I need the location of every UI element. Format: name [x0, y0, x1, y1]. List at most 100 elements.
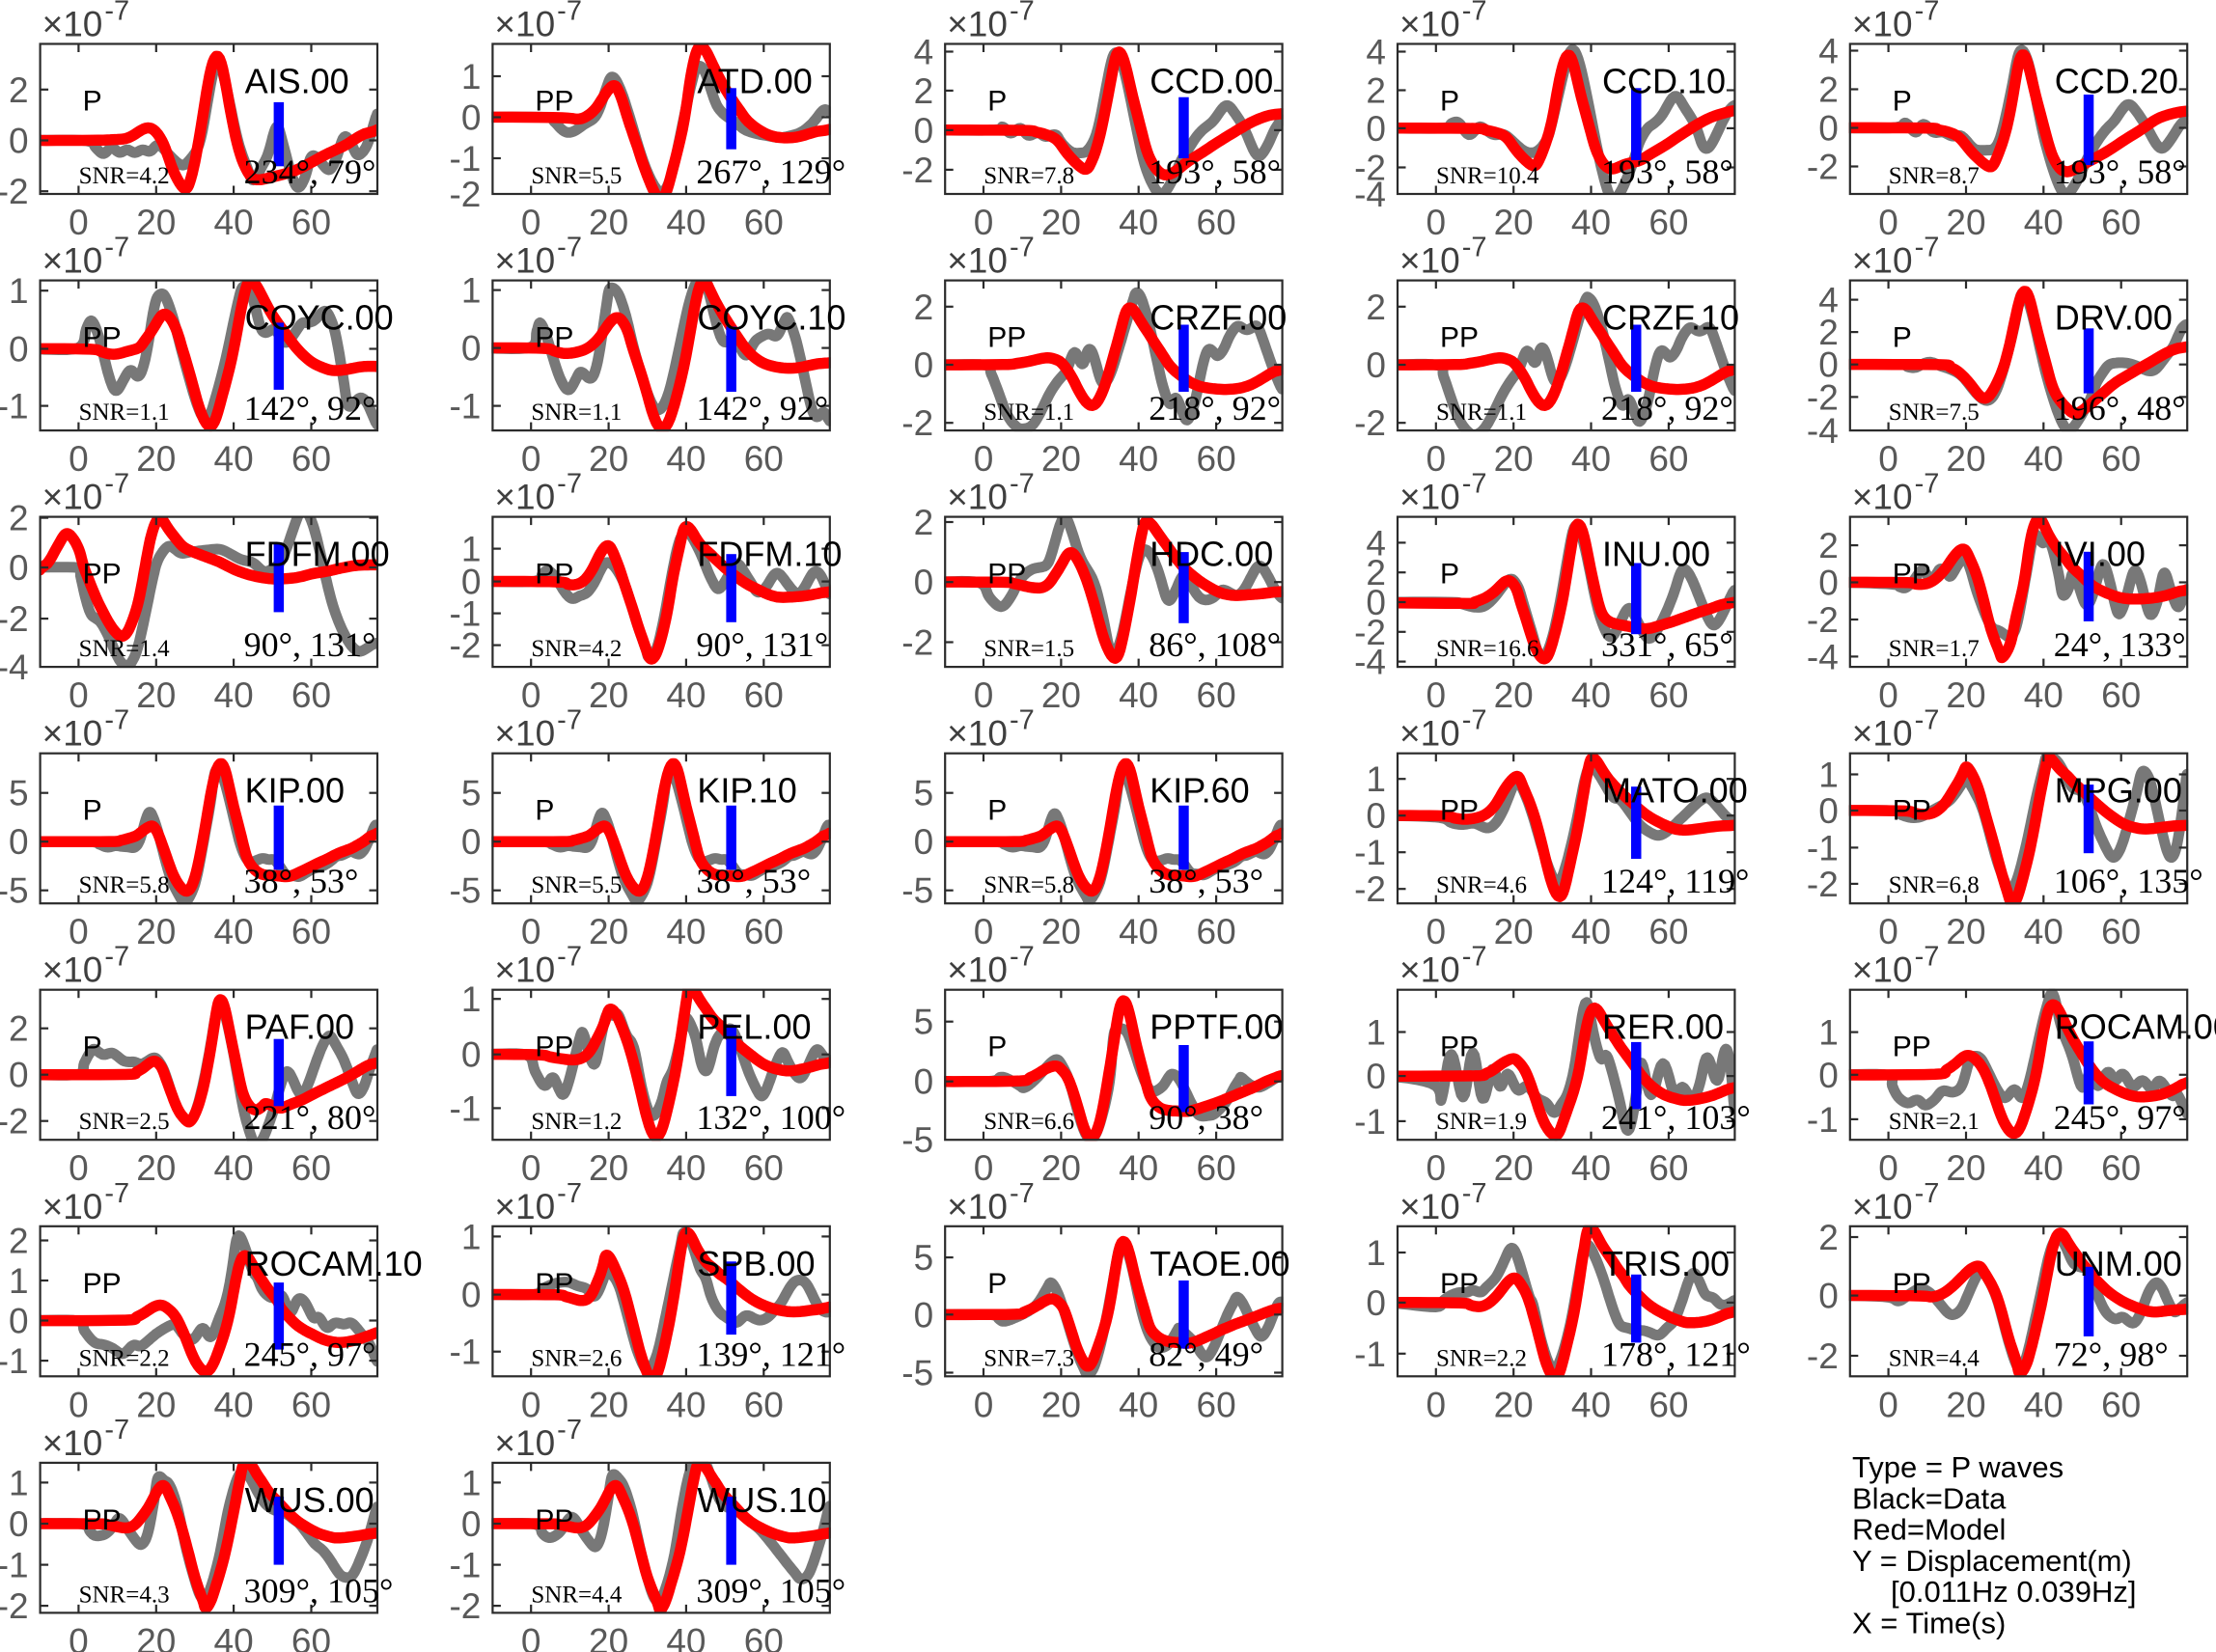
svg-text:0: 0: [521, 675, 541, 715]
svg-text:0: 0: [1878, 203, 1898, 242]
svg-text:60: 60: [291, 203, 331, 242]
svg-text:1: 1: [9, 271, 29, 311]
svg-text:5: 5: [461, 774, 482, 813]
svg-text:60: 60: [744, 912, 784, 951]
svg-text:0: 0: [461, 1504, 482, 1544]
svg-text:0: 0: [461, 1035, 482, 1075]
svg-text:60: 60: [291, 675, 331, 715]
svg-text:[0.011Hz 0.039Hz]: [0.011Hz 0.039Hz]: [1891, 1575, 2136, 1609]
svg-text:-5: -5: [449, 871, 481, 911]
svg-text:60: 60: [291, 439, 331, 479]
svg-text:PP: PP: [535, 559, 573, 591]
svg-text:2: 2: [9, 1222, 29, 1261]
svg-text:WUS.10: WUS.10: [697, 1480, 826, 1520]
svg-text:PP: PP: [83, 1504, 122, 1536]
svg-text:PP: PP: [535, 86, 573, 118]
svg-text:SNR=1.1: SNR=1.1: [531, 399, 622, 426]
svg-text:0: 0: [914, 1062, 934, 1102]
svg-text:CCD.00: CCD.00: [1150, 62, 1273, 101]
svg-text:0: 0: [1878, 439, 1898, 479]
svg-text:SPB.00: SPB.00: [697, 1244, 815, 1283]
svg-text:5: 5: [914, 1238, 934, 1278]
svg-text:SNR=6.6: SNR=6.6: [983, 1109, 1074, 1135]
svg-text:-2: -2: [0, 599, 29, 639]
svg-text:331°, 65°: 331°, 65°: [1601, 625, 1733, 664]
svg-text:4: 4: [1366, 523, 1386, 563]
svg-text:40: 40: [2024, 1148, 2064, 1188]
svg-text:SNR=1.2: SNR=1.2: [531, 1109, 622, 1135]
svg-text:0: 0: [9, 548, 29, 588]
svg-text:24°, 133°: 24°, 133°: [2054, 625, 2186, 664]
svg-text:-2: -2: [1807, 1336, 1839, 1376]
svg-text:-4: -4: [0, 647, 29, 687]
svg-text:P: P: [1893, 322, 1912, 354]
svg-text:WUS.00: WUS.00: [245, 1480, 374, 1520]
svg-text:Type = P waves: Type = P waves: [1852, 1450, 2064, 1484]
svg-text:PEL.00: PEL.00: [697, 1007, 811, 1047]
svg-text:-2: -2: [901, 623, 933, 663]
svg-text:-5: -5: [901, 1354, 933, 1393]
svg-text:40: 40: [214, 1621, 254, 1652]
svg-text:40: 40: [214, 203, 254, 242]
svg-text:PPTF.00: PPTF.00: [1150, 1007, 1283, 1047]
svg-text:139°, 121°: 139°, 121°: [696, 1335, 845, 1373]
svg-text:0: 0: [1427, 675, 1447, 715]
svg-text:SNR=1.1: SNR=1.1: [983, 399, 1074, 426]
svg-text:178°, 121°: 178°, 121°: [1601, 1335, 1751, 1373]
svg-text:40: 40: [2024, 439, 2064, 479]
svg-text:-2: -2: [1807, 377, 1839, 417]
svg-text:PP: PP: [1440, 322, 1479, 354]
svg-text:-2: -2: [449, 1586, 481, 1626]
svg-text:20: 20: [1041, 439, 1081, 479]
svg-text:0: 0: [1818, 564, 1839, 603]
svg-text:RER.00: RER.00: [1602, 1007, 1724, 1047]
svg-text:CCD.20: CCD.20: [2055, 62, 2178, 101]
svg-text:60: 60: [2101, 439, 2141, 479]
svg-text:60: 60: [291, 1385, 331, 1424]
svg-text:PP: PP: [83, 1268, 122, 1300]
svg-text:SNR=1.4: SNR=1.4: [79, 636, 170, 662]
svg-text:142°, 92°: 142°, 92°: [244, 389, 376, 427]
svg-text:KIP.00: KIP.00: [245, 771, 345, 811]
svg-text:20: 20: [136, 1385, 176, 1424]
svg-text:309°, 105°: 309°, 105°: [696, 1571, 845, 1610]
svg-text:Red=Model: Red=Model: [1852, 1513, 2006, 1547]
svg-text:-1: -1: [0, 1546, 29, 1585]
svg-text:20: 20: [1946, 1385, 1985, 1424]
svg-text:FDFM.10: FDFM.10: [697, 535, 842, 574]
svg-text:0: 0: [9, 822, 29, 862]
svg-text:40: 40: [214, 675, 254, 715]
svg-text:PAF.00: PAF.00: [245, 1007, 354, 1047]
svg-text:2: 2: [1818, 1218, 1839, 1257]
svg-text:-1: -1: [1807, 1100, 1839, 1140]
svg-text:P: P: [83, 1032, 102, 1063]
svg-text:MATO.00: MATO.00: [1602, 771, 1748, 811]
svg-text:×10-7: ×10-7: [494, 1178, 582, 1226]
svg-text:90°, 38°: 90°, 38°: [1149, 1098, 1263, 1137]
svg-text:60: 60: [1197, 1148, 1236, 1188]
svg-text:P: P: [987, 1032, 1007, 1063]
svg-text:-5: -5: [901, 1120, 933, 1160]
svg-text:0: 0: [461, 1276, 482, 1315]
svg-text:0: 0: [914, 822, 934, 862]
svg-text:-1: -1: [0, 1341, 29, 1381]
svg-text:0: 0: [974, 203, 994, 242]
svg-text:193°, 58°: 193°, 58°: [1601, 152, 1733, 191]
svg-text:60: 60: [1648, 1385, 1688, 1424]
svg-text:SNR=2.2: SNR=2.2: [79, 1345, 170, 1371]
svg-text:60: 60: [1648, 1148, 1688, 1188]
svg-text:0: 0: [1366, 1057, 1386, 1096]
svg-text:0: 0: [1818, 1277, 1839, 1316]
svg-text:60: 60: [2101, 675, 2141, 715]
svg-text:2: 2: [9, 70, 29, 110]
svg-text:-2: -2: [1354, 869, 1386, 909]
svg-text:-2: -2: [449, 626, 481, 666]
svg-text:TRIS.00: TRIS.00: [1602, 1244, 1730, 1283]
svg-text:1: 1: [461, 530, 482, 569]
svg-text:-2: -2: [0, 172, 29, 211]
svg-text:20: 20: [1494, 912, 1534, 951]
svg-text:0: 0: [974, 1148, 994, 1188]
svg-text:PP: PP: [1893, 1032, 1931, 1063]
svg-text:40: 40: [1571, 439, 1611, 479]
svg-text:20: 20: [136, 675, 176, 715]
